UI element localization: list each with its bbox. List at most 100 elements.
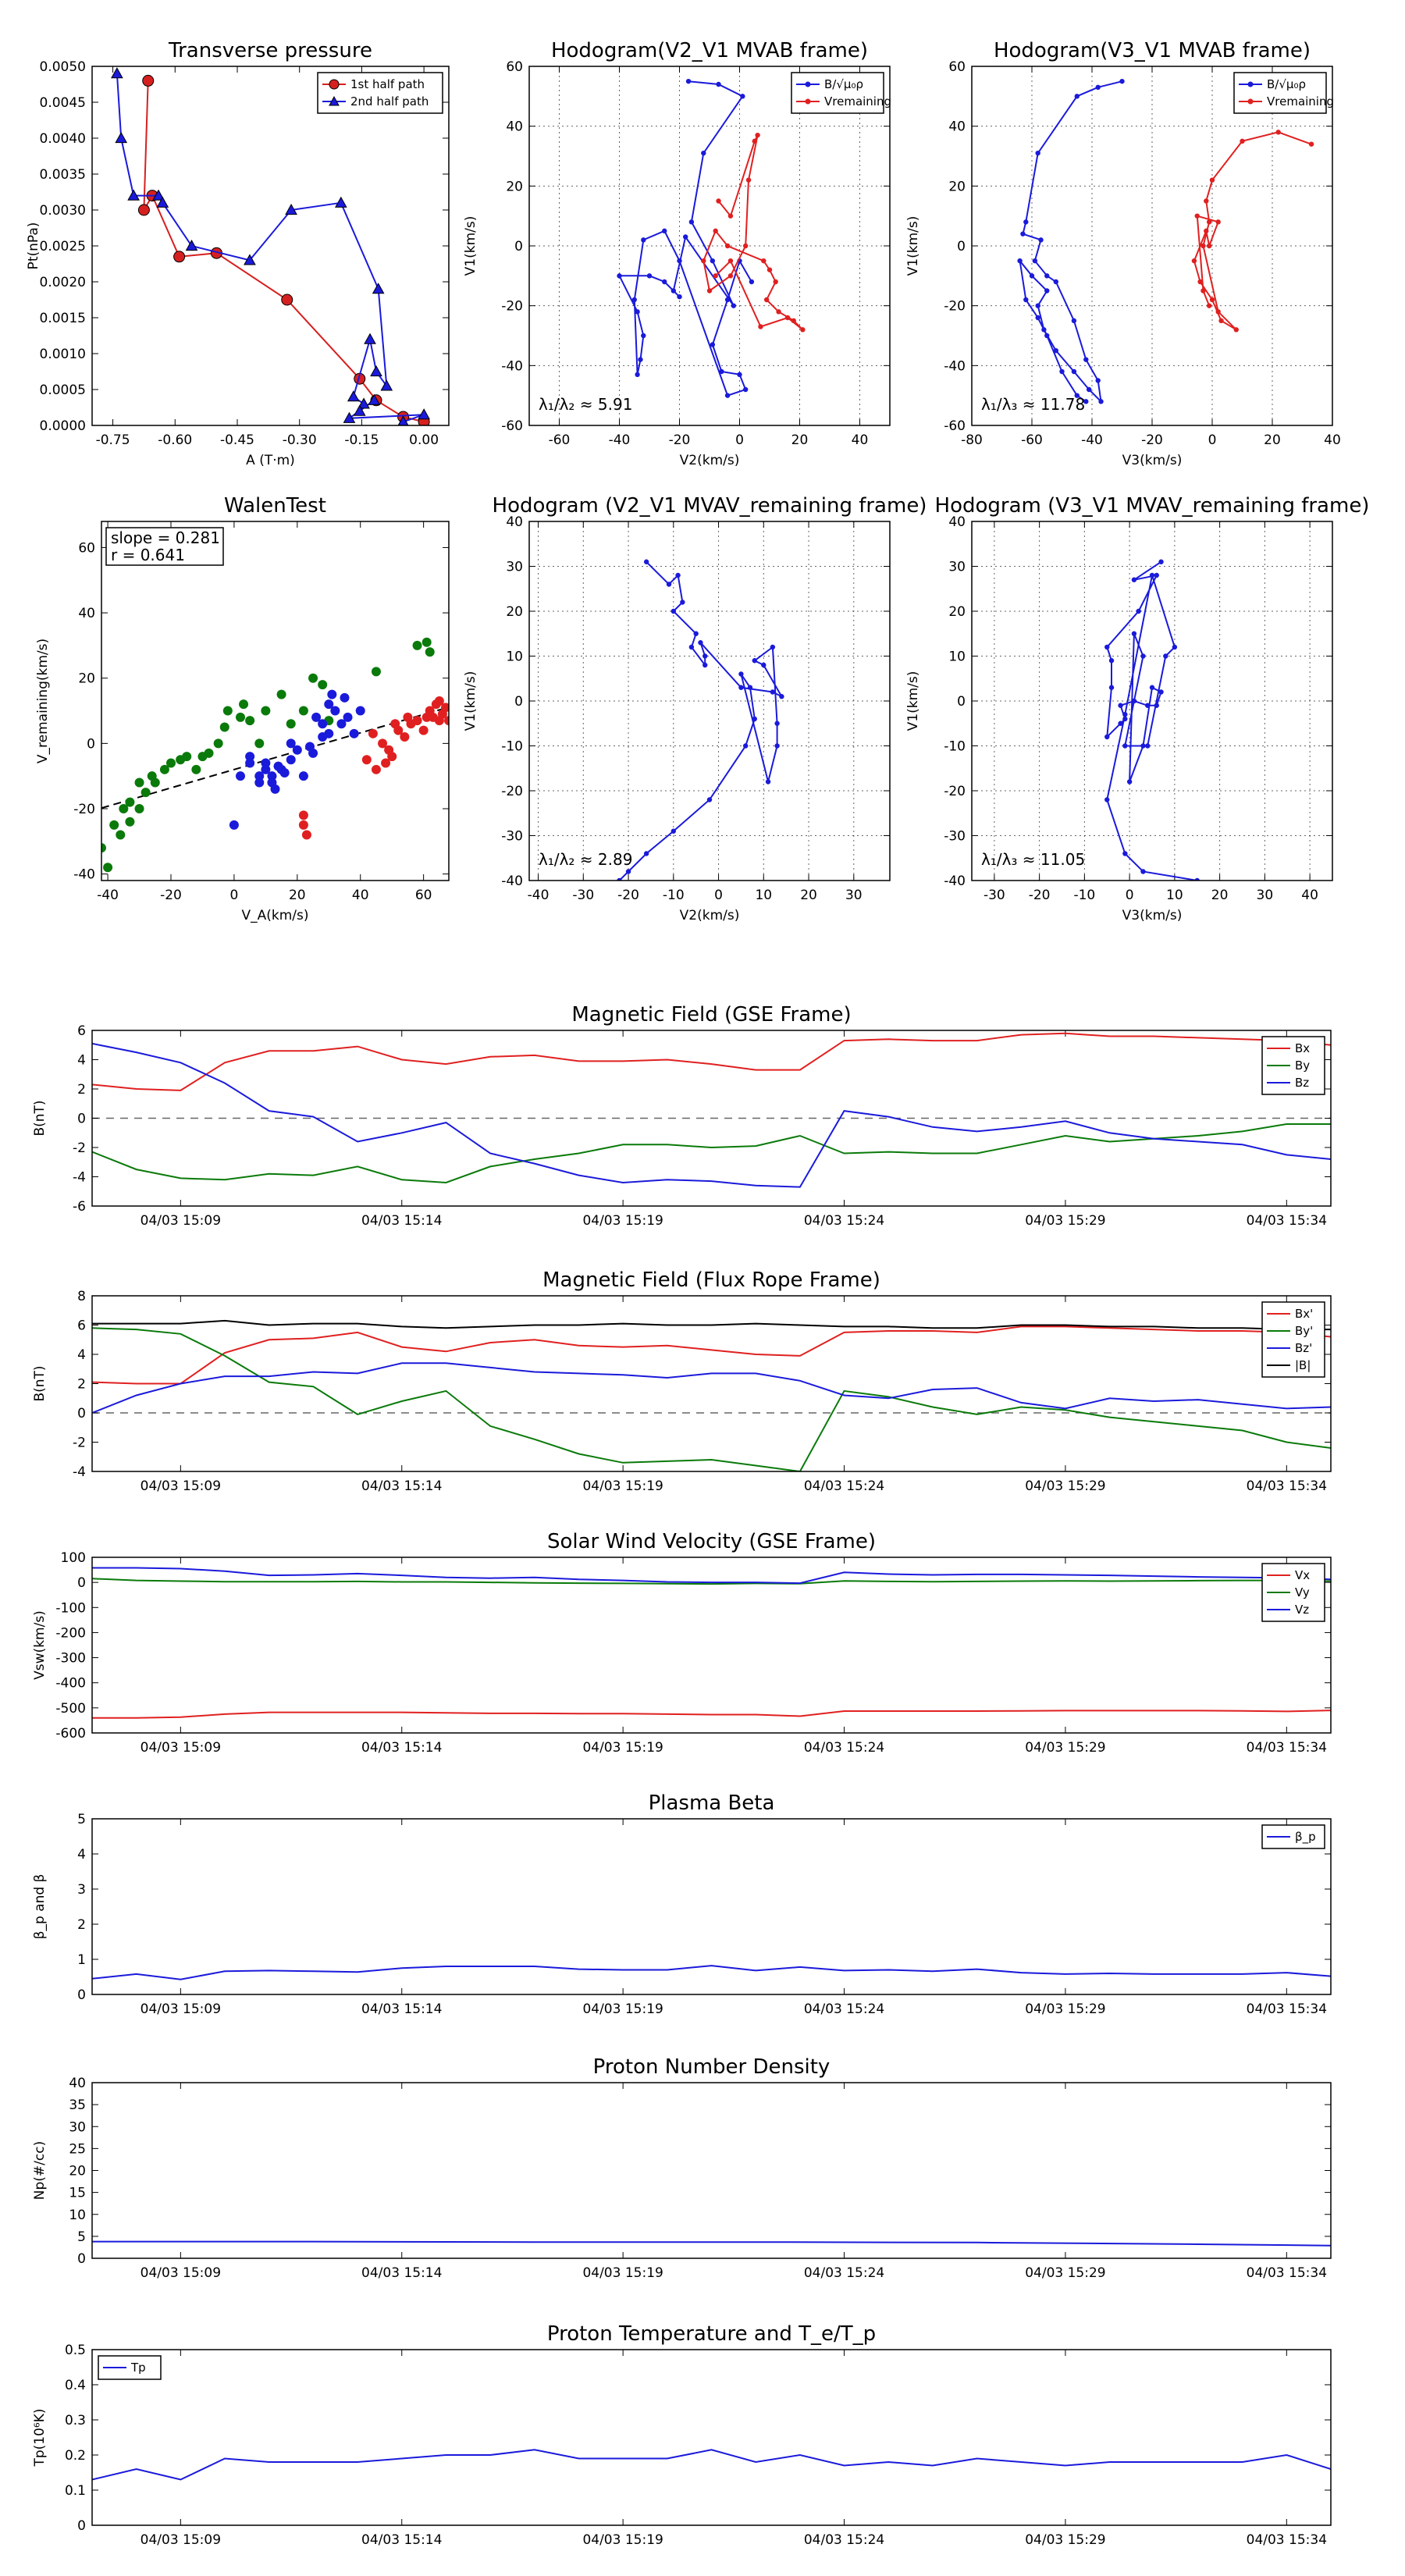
x-tick-label: -60 [549,432,571,448]
data-point [1035,315,1040,321]
data-point [425,647,435,657]
y-tick-label: 0.5 [65,2343,86,2358]
data-point [1194,213,1200,219]
plot-area [92,1965,1331,1980]
y-tick-label: -2 [73,1436,86,1451]
axes-frame [528,66,891,426]
axes-frame [91,2082,1332,2259]
y-tick-label: -4 [73,1464,86,1480]
legend-label: Bz [1295,1076,1309,1090]
data-point [702,653,708,659]
data-point [140,788,151,798]
x-tick-label: 04/03 15:14 [361,1740,442,1756]
data-point [1275,130,1281,135]
y-tick-label: 30 [948,560,966,575]
x-tick-label: -20 [1029,888,1051,903]
data-point [115,131,128,144]
chart-title: Transverse pressure [168,39,372,62]
data-point [378,738,388,749]
chart-panel-11: Proton Temperature and T_e/T_p 04/03 15:0… [32,2322,1332,2548]
ratio-annotation: λ₁/λ₂ ≈ 2.89 [539,850,632,869]
data-point [147,771,157,781]
x-tick-label: -0.30 [283,432,317,448]
data-point [361,755,372,765]
data-point [222,706,233,716]
y-tick-label: -30 [944,829,966,845]
data-point [1041,327,1047,333]
data-point [298,820,308,830]
data-point [666,582,672,587]
x-tick-label: 04/03 15:14 [361,1213,442,1229]
chart-title: Hodogram(V3_V1 MVAB frame) [994,39,1311,62]
data-point [422,637,432,647]
data-point [662,279,667,285]
x-tick-label: -0.45 [220,432,254,448]
legend-label: Bx' [1295,1307,1313,1321]
data-point [670,828,676,834]
data-point [1122,712,1128,717]
y-tick-label: 10 [506,649,523,665]
y-tick-label: 60 [506,59,523,75]
data-point [156,196,169,208]
data-point [380,379,393,391]
y-tick-label: 0 [514,694,523,710]
y-tick-label: -20 [944,299,966,315]
data-point [641,237,646,243]
chart-panel-6: Magnetic Field (GSE Frame) 04/03 15:09 04/… [32,1003,1332,1229]
data-point [719,368,724,375]
y-axis-label: B(nT) [32,1100,48,1136]
legend-label: Vz [1295,1603,1309,1617]
x-tick-label: 04/03 15:19 [582,1740,663,1756]
data-point [261,764,271,774]
x-tick-label: 04/03 15:29 [1025,2001,1105,2017]
data-point [261,758,271,768]
x-tick-label: 04/03 15:09 [140,1213,221,1229]
x-tick-label: 04/03 15:24 [804,2532,884,2548]
data-point [625,869,631,874]
data-point [710,342,716,347]
x-tick-label: 10 [1166,888,1183,903]
chart-panel-1: Hodogram(V2_V1 MVAB frame) -60 -40 -20 0 20 40… [463,39,891,468]
data-point [1158,689,1164,695]
data-point [343,411,356,423]
ratio-annotation: λ₁/λ₂ ≈ 5.91 [539,395,632,414]
series-line-bx- [92,1325,1331,1385]
y-tick-label: 0.0045 [40,95,86,111]
data-point [1020,231,1026,237]
data-point [381,758,391,768]
data-point [1095,84,1101,91]
data-point [670,608,676,614]
plot-area [92,1567,1331,1719]
data-point [311,712,322,722]
y-tick-label: 40 [506,119,523,135]
series-line-by [92,1123,1331,1184]
x-tick-label: 20 [1264,432,1281,448]
data-point [368,393,381,405]
data-point [1206,219,1212,225]
data-point [776,309,781,315]
y-tick-label: 20 [506,604,523,620]
y-tick-label: 0.0010 [40,347,86,362]
y-tick-label: 20 [69,2164,86,2179]
data-point [1017,258,1023,264]
x-tick-label: 40 [852,432,869,448]
data-point [173,251,186,263]
x-tick-label: 04/03 15:09 [140,1740,221,1756]
data-point [743,386,749,393]
data-point [127,189,140,201]
plot-area [617,559,784,881]
x-tick-label: 04/03 15:29 [1025,2532,1105,2548]
y-tick-label: 30 [69,2119,86,2135]
axes-frame [91,2349,1332,2526]
y-tick-label: 0.0035 [40,167,86,183]
data-point [617,877,622,881]
x-tick-label: 04/03 15:19 [582,2532,663,2548]
legend-label: Vremaining [1267,94,1334,109]
data-point [1154,703,1159,708]
x-tick-label: -20 [160,888,182,903]
data-point [298,771,308,781]
y-tick-label: -40 [73,867,95,883]
data-point [152,189,165,201]
y-tick-label: 0 [957,239,966,254]
